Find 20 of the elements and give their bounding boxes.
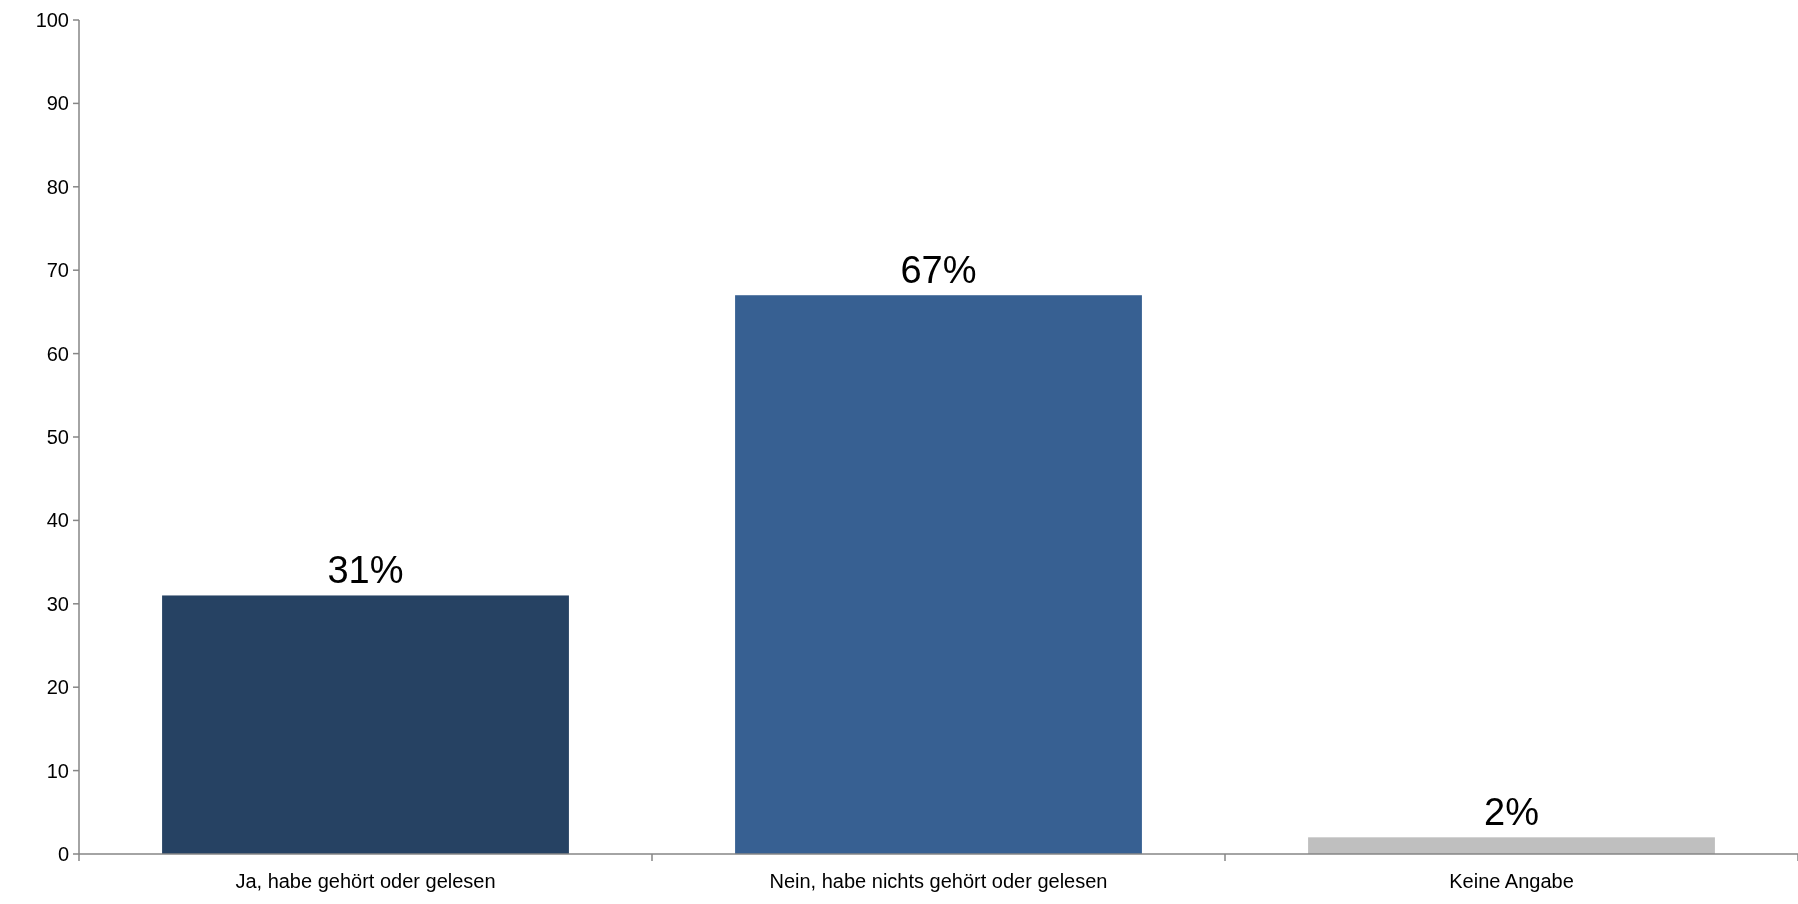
x-tick-label: Keine Angabe [1449, 870, 1574, 892]
bar [1308, 837, 1715, 854]
data-label: 67% [900, 249, 977, 292]
x-tick-label: Nein, habe nichts gehört oder gelesen [769, 870, 1108, 892]
y-tick-label: 50 [46, 426, 69, 448]
bar [735, 295, 1142, 854]
bar [162, 595, 569, 854]
y-tick-label: 100 [35, 9, 69, 31]
y-tick-label: 80 [46, 175, 69, 198]
y-tick-label: 90 [46, 92, 69, 115]
y-tick-label: 0 [57, 843, 69, 865]
y-tick-label: 30 [46, 592, 69, 615]
y-tick-label: 20 [46, 676, 69, 699]
data-label: 2% [1484, 791, 1539, 834]
y-tick-label: 60 [46, 342, 69, 365]
y-tick-label: 70 [46, 259, 69, 282]
y-tick-label: 40 [46, 509, 69, 532]
y-tick-label: 10 [46, 759, 69, 782]
x-tick-label: Ja, habe gehört oder gelesen [235, 870, 496, 892]
data-label: 31% [327, 549, 404, 592]
